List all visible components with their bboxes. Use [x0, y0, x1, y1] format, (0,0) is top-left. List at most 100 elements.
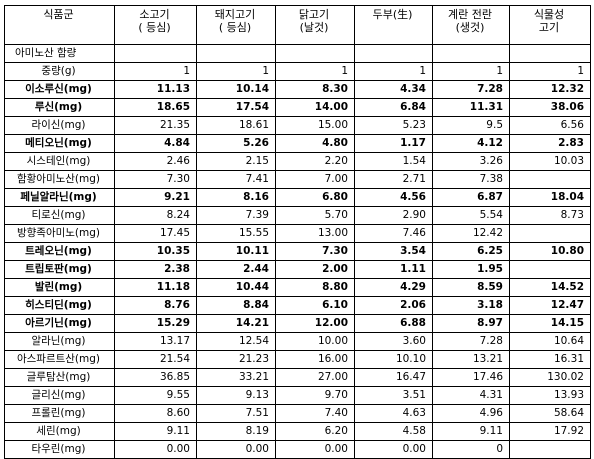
- value-cell: 0.00: [196, 440, 276, 459]
- value-cell: 11.13: [114, 80, 197, 99]
- value-cell: 1.11: [354, 260, 433, 279]
- value-cell: 9.5: [432, 116, 510, 135]
- value-cell: 8.16: [196, 188, 276, 207]
- row-label: 히스티딘(mg): [4, 296, 115, 315]
- value-cell: 0.00: [114, 440, 197, 459]
- value-cell: 10.80: [509, 242, 591, 261]
- value-cell: 3.18: [432, 296, 510, 315]
- value-cell: 12.42: [432, 224, 510, 243]
- row-label: 아르기닌(mg): [4, 314, 115, 333]
- value-cell: 21.35: [114, 116, 197, 135]
- value-cell: 1.54: [354, 152, 433, 171]
- row-label: 세린(mg): [4, 422, 115, 441]
- value-cell: 8.97: [432, 314, 510, 333]
- value-cell: 7.30: [275, 242, 355, 261]
- value-cell: 7.00: [275, 170, 355, 189]
- value-cell: 6.56: [509, 116, 591, 135]
- value-cell: 8.60: [114, 404, 197, 423]
- value-cell: 17.54: [196, 98, 276, 117]
- value-cell: 1.95: [432, 260, 510, 279]
- value-cell: 6.20: [275, 422, 355, 441]
- amino-acid-table-container: 식품군 소고기( 등심) 돼지고기( 등심) 닭고기 (날것) 두부(生) 계란 …: [4, 5, 591, 459]
- row-label: 방향족아미노(mg): [4, 224, 115, 243]
- value-cell: 15.00: [275, 116, 355, 135]
- value-cell: 1.17: [354, 134, 433, 153]
- table-row: 이소루신(mg) 11.13 10.14 8.30 4.34 7.28 12.32: [4, 80, 591, 99]
- table-row: 아스파르트산(mg) 21.54 21.23 16.00 10.10 13.21 16.31: [4, 350, 591, 369]
- value-cell: 7.46: [354, 224, 433, 243]
- value-cell: 10.10: [354, 350, 433, 369]
- table-row: 트립토판(mg) 2.38 2.44 2.00 1.11 1.95: [4, 260, 591, 279]
- value-cell: 12.00: [275, 314, 355, 333]
- row-label: 트립토판(mg): [4, 260, 115, 279]
- row-label: 글리신(mg): [4, 386, 115, 405]
- header-col-pork: 돼지고기( 등심): [196, 5, 276, 45]
- table-header-row: 식품군 소고기( 등심) 돼지고기( 등심) 닭고기 (날것) 두부(生) 계란 …: [4, 5, 591, 45]
- table-row: 루신(mg) 18.65 17.54 14.00 6.84 11.31 38.06: [4, 98, 591, 117]
- row-label: 알라닌(mg): [4, 332, 115, 351]
- value-cell: 7.28: [432, 332, 510, 351]
- value-cell: 4.58: [354, 422, 433, 441]
- value-cell: 14.00: [275, 98, 355, 117]
- value-cell: 3.60: [354, 332, 433, 351]
- value-cell: 1: [432, 62, 510, 81]
- row-label: 함황아미노산(mg): [4, 170, 115, 189]
- value-cell: 13.21: [432, 350, 510, 369]
- header-line1: 소고기: [139, 8, 170, 21]
- header-line2: (생것): [455, 21, 485, 34]
- value-cell: 2.38: [114, 260, 197, 279]
- value-cell: [509, 170, 591, 189]
- value-cell: 2.46: [114, 152, 197, 171]
- value-cell: 8.76: [114, 296, 197, 315]
- value-cell: 2.83: [509, 134, 591, 153]
- row-label: 라이신(mg): [4, 116, 115, 135]
- value-cell: 5.23: [354, 116, 433, 135]
- value-cell: 12.54: [196, 332, 276, 351]
- value-cell: 7.38: [432, 170, 510, 189]
- value-cell: 5.54: [432, 206, 510, 225]
- value-cell: 4.31: [432, 386, 510, 405]
- table-row: 라이신(mg) 21.35 18.61 15.00 5.23 9.5 6.56: [4, 116, 591, 135]
- value-cell: 6.88: [354, 314, 433, 333]
- value-cell: 9.13: [196, 386, 276, 405]
- value-cell: 1: [275, 62, 355, 81]
- value-cell: 17.46: [432, 368, 510, 387]
- value-cell: 2.90: [354, 206, 433, 225]
- row-label: 루신(mg): [4, 98, 115, 117]
- value-cell: [509, 224, 591, 243]
- value-cell: 5.70: [275, 206, 355, 225]
- value-cell: 8.30: [275, 80, 355, 99]
- table-row: 세린(mg) 9.11 8.19 6.20 4.58 9.11 17.92: [4, 422, 591, 441]
- header-line1: 닭고기: [298, 8, 330, 21]
- value-cell: 4.63: [354, 404, 433, 423]
- section-row: 아미노산 함량: [4, 44, 591, 63]
- value-cell: [509, 440, 591, 459]
- value-cell: 6.80: [275, 188, 355, 207]
- row-label: 트레오닌(mg): [4, 242, 115, 261]
- value-cell: 10.00: [275, 332, 355, 351]
- value-cell: 9.11: [114, 422, 197, 441]
- value-cell: 14.52: [509, 278, 591, 297]
- value-cell: 6.10: [275, 296, 355, 315]
- value-cell: 9.70: [275, 386, 355, 405]
- value-cell: 4.12: [432, 134, 510, 153]
- table-row: 트레오닌(mg) 10.35 10.11 7.30 3.54 6.25 10.80: [4, 242, 591, 261]
- value-cell: 7.28: [432, 80, 510, 99]
- value-cell: 2.06: [354, 296, 433, 315]
- value-cell: 14.21: [196, 314, 276, 333]
- value-cell: 1: [509, 62, 591, 81]
- header-line2: (날것): [299, 21, 329, 34]
- table-row: 중량(g) 1 1 1 1 1 1: [4, 62, 591, 81]
- value-cell: 3.54: [354, 242, 433, 261]
- value-cell: 16.31: [509, 350, 591, 369]
- value-cell: 4.29: [354, 278, 433, 297]
- value-cell: 4.84: [114, 134, 197, 153]
- value-cell: 10.44: [196, 278, 276, 297]
- value-cell: 4.96: [432, 404, 510, 423]
- value-cell: 8.80: [275, 278, 355, 297]
- table-row: 프롤린(mg) 8.60 7.51 7.40 4.63 4.96 58.64: [4, 404, 591, 423]
- table-row: 아르기닌(mg) 15.29 14.21 12.00 6.88 8.97 14.15: [4, 314, 591, 333]
- header-col-plant-meat: 식물성 고기: [509, 5, 591, 45]
- value-cell: 9.11: [432, 422, 510, 441]
- row-label: 글루탐산(mg): [4, 368, 115, 387]
